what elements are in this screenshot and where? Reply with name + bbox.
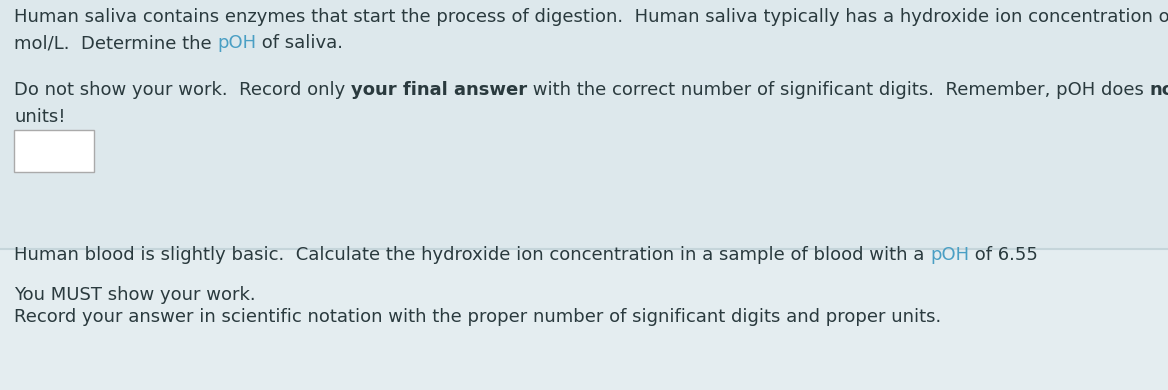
Text: your final answer: your final answer [352,81,527,99]
Bar [0,0,1168,249]
Text: pOH: pOH [930,246,969,264]
Text: of 6.55: of 6.55 [969,246,1038,264]
Text: Human blood is slightly basic.  Calculate the hydroxide ion concentration in a s: Human blood is slightly basic. Calculate… [14,246,930,264]
Text: not: not [1149,81,1168,99]
Text: mol/L.  Determine the: mol/L. Determine the [14,34,217,52]
Text: Do not show your work.  Record only: Do not show your work. Record only [14,81,352,99]
Text: of saliva.: of saliva. [257,34,343,52]
Text: Human saliva contains enzymes that start the process of digestion.  Human saliva: Human saliva contains enzymes that start… [14,8,1168,26]
Text: Record your answer in scientific notation with the proper number of significant : Record your answer in scientific notatio… [14,308,941,326]
Text: pOH: pOH [217,34,257,52]
Bar [0,249,1168,390]
Text: You MUST show your work.: You MUST show your work. [14,286,256,304]
Text: with the correct number of significant digits.  Remember, pOH does: with the correct number of significant d… [527,81,1149,99]
Bar [14,130,93,172]
Text: units!: units! [14,108,65,126]
